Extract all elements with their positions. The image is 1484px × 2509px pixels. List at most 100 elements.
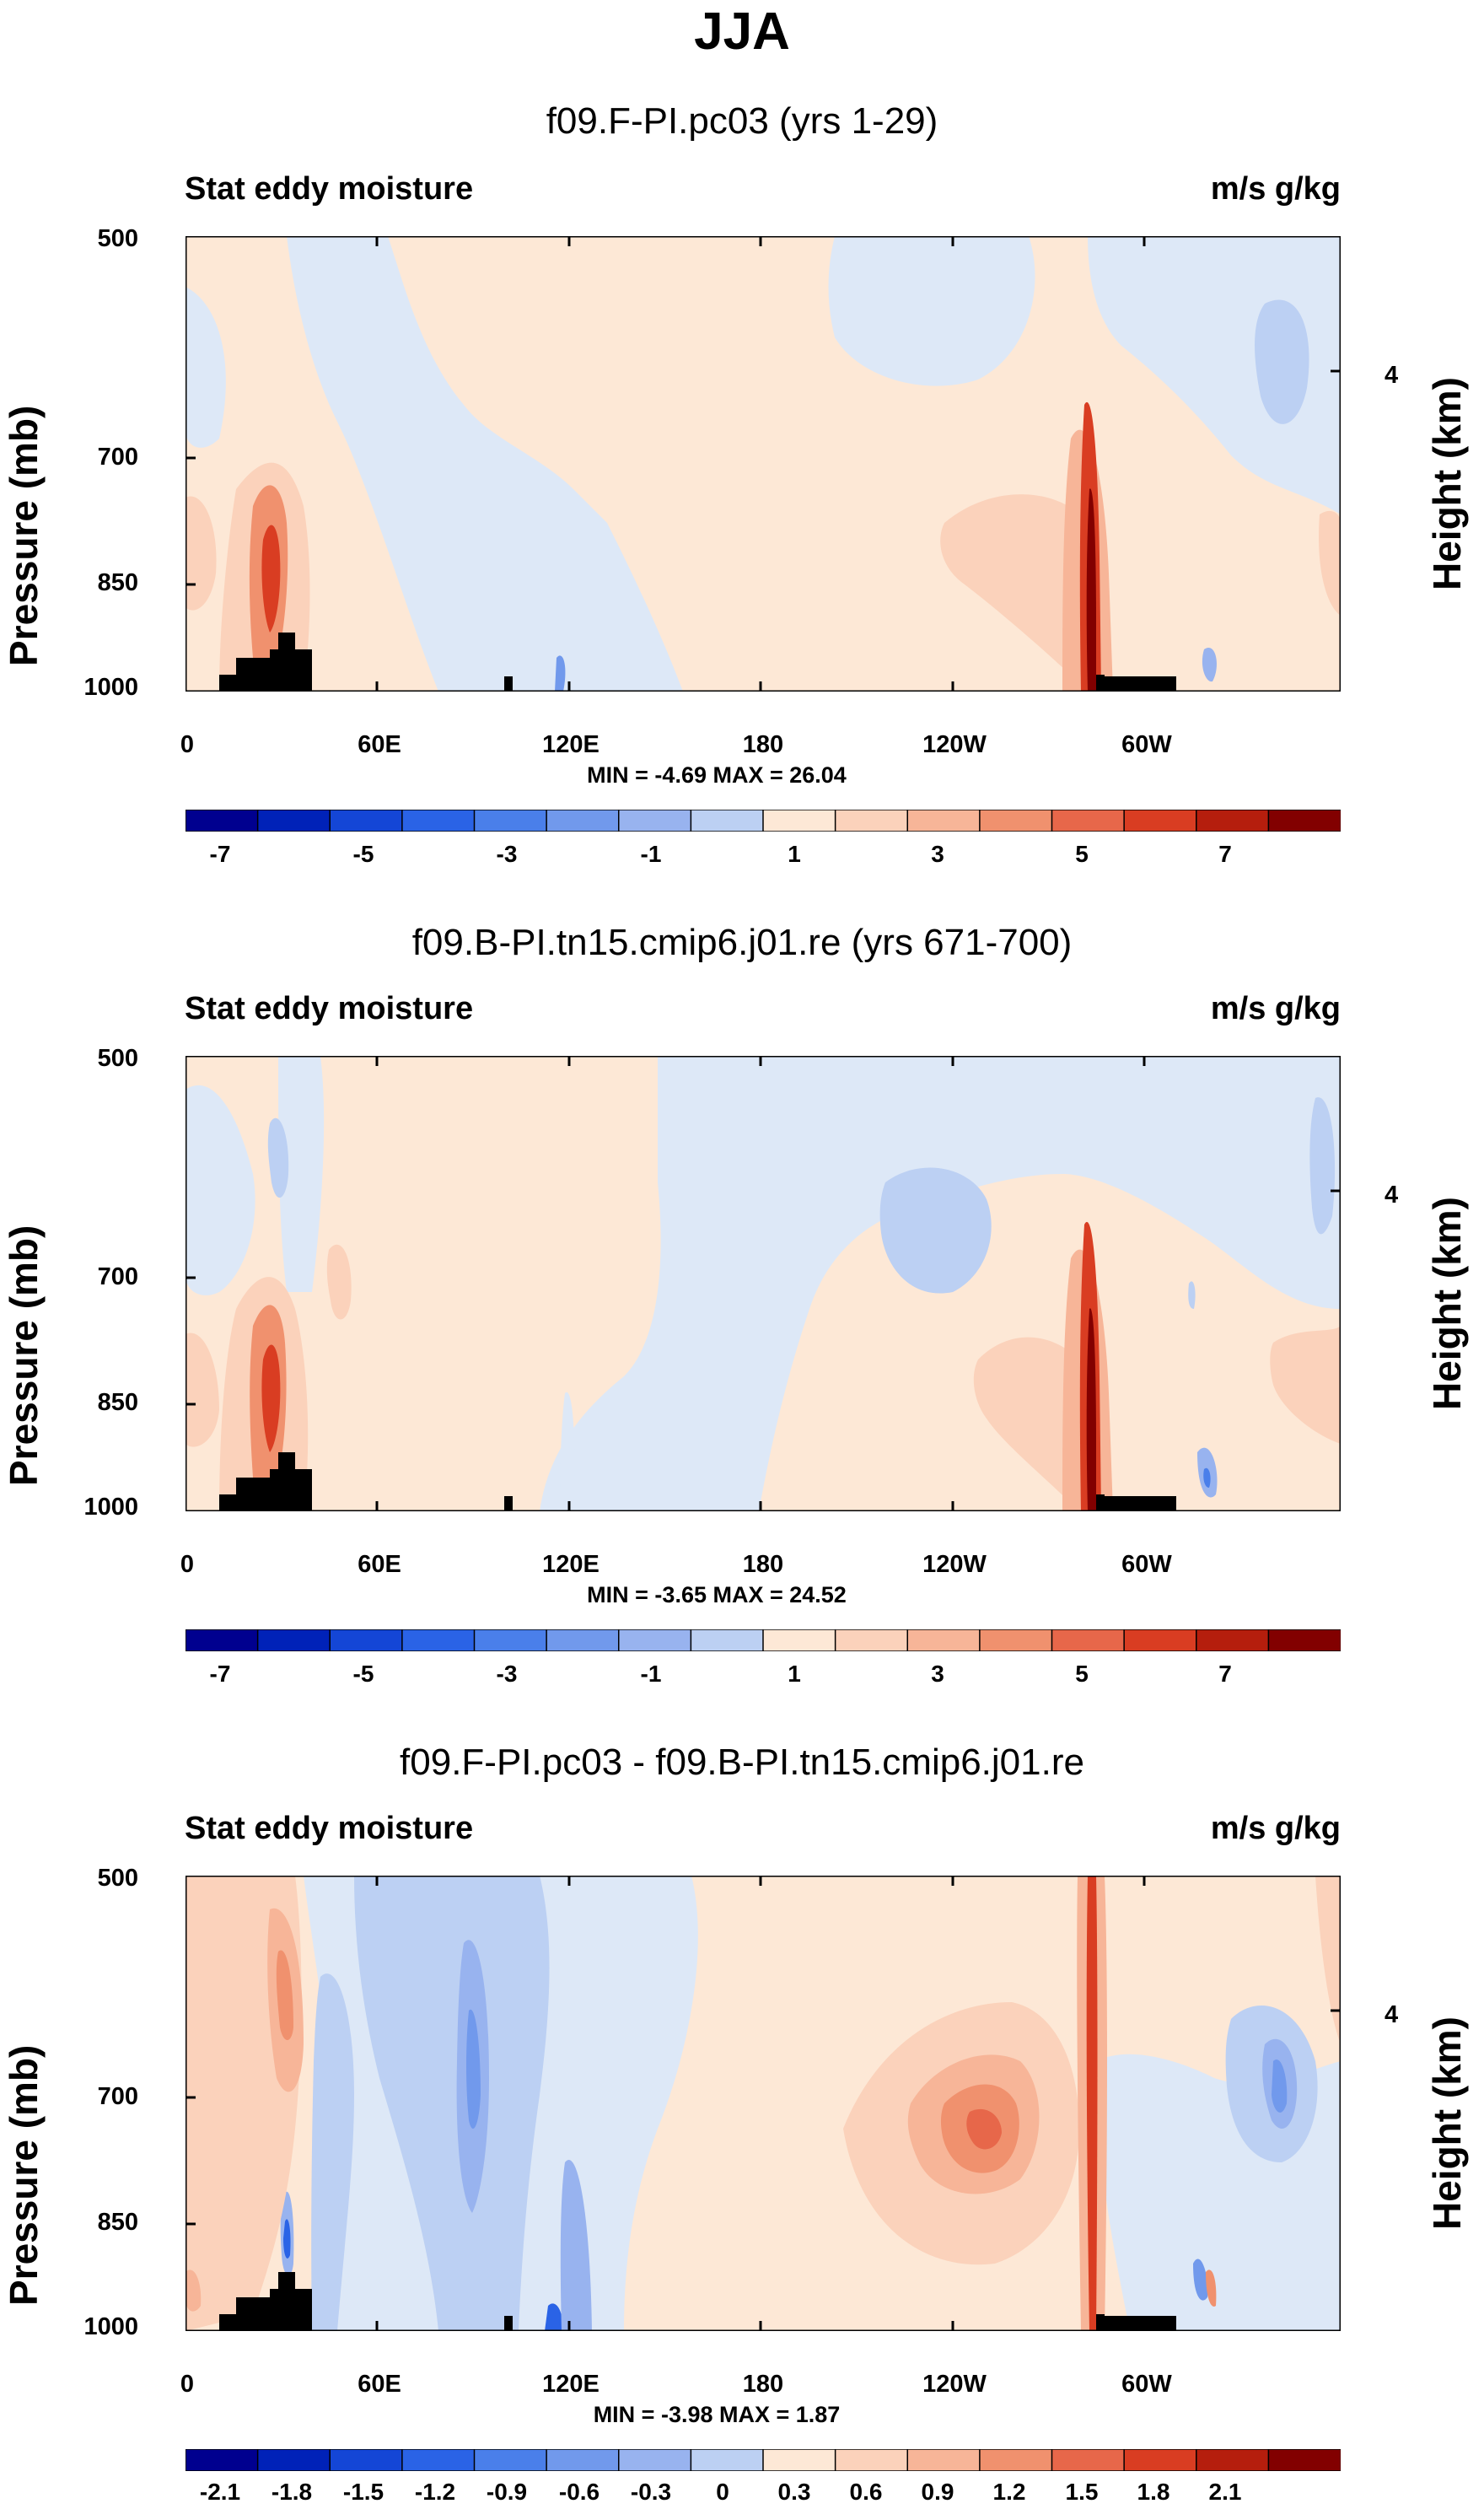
panel-1-colorbar-swatch: [979, 810, 1053, 832]
panel-3-cb-label: 2.1: [1208, 2479, 1242, 2505]
panel-3-contour-neg-east-core: [1272, 2059, 1288, 2113]
panel-2-cb-label: -3: [496, 1661, 518, 1687]
panel-2-colorbar-swatch: [186, 1629, 259, 1651]
panel-1-cb-label: -5: [352, 841, 374, 867]
panel-2-colorbar-swatch: [618, 1629, 692, 1651]
panel-2-contour-neg-andes-core: [1203, 1467, 1211, 1488]
panel-3-cb-label: 1.8: [1137, 2479, 1170, 2505]
panel-1-colorbar-swatch: [1123, 810, 1198, 832]
panel-2-cb-label: 5: [1075, 1661, 1089, 1687]
panel-3-contour-neg-indian-2: [354, 1876, 550, 2331]
panel-1-contour-neg-core-east: [1255, 299, 1309, 424]
panel-1-ytick-1000: 1000: [83, 674, 138, 701]
panel-1-contour-neg-pacific-high: [828, 236, 1035, 386]
panel-1-colorbar-swatch: [1267, 810, 1341, 832]
panel-3-ytick-500: 500: [97, 1865, 138, 1892]
panel-2-colorbar: [186, 1629, 1341, 1651]
panel-3-topography-small: [504, 2316, 513, 2331]
panel-2-tick-marks: [186, 1056, 1341, 1511]
panel-3-minmax: MIN = -3.98 MAX = 1.87: [593, 2402, 841, 2427]
panel-3-cb-label: -0.9: [486, 2479, 528, 2505]
panel-3-cb-label: -1.2: [414, 2479, 456, 2505]
panel-1-colorbar-swatch: [256, 810, 331, 832]
panel-1-cb-label: -3: [496, 841, 518, 867]
panel-3-ytick-700: 700: [97, 2083, 138, 2110]
panel-2-minmax: MIN = -3.65 MAX = 24.52: [587, 1582, 847, 1607]
panel-3-colorbar-swatch: [979, 2449, 1053, 2471]
panel-2-contour-neg-indian-core: [267, 1117, 289, 1198]
panel-3-colorbar-swatch: [1051, 2449, 1126, 2471]
panel-2-colorbar-swatch: [906, 1629, 981, 1651]
panel-3-cb-label: 1.2: [992, 2479, 1026, 2505]
panel-3-colorbar-swatch: [186, 2449, 259, 2471]
panel-2-contour-pos-tibet-3: [261, 1344, 281, 1452]
panel-2-contour-neg-indian: [278, 1056, 325, 1292]
panel-3-colorbar-swatch: [1123, 2449, 1198, 2471]
panel-2-cb-label: 1: [788, 1661, 801, 1687]
panel-2-colorbar-swatch: [329, 1629, 404, 1651]
panel-1-contour-neg-andes: [1202, 648, 1217, 682]
panel-3-cb-label: -0.6: [558, 2479, 600, 2505]
panel-2-contour-plot: [186, 1056, 1341, 1511]
panel-1-xtick-120e: 120E: [542, 731, 600, 758]
panel-3-colorbar-swatch: [1267, 2449, 1341, 2471]
panel-2-contour-pos-andes-peak: [1086, 1308, 1096, 1511]
panel-3-cb-label: -0.3: [630, 2479, 672, 2505]
panel-2-cb-label: -7: [209, 1661, 231, 1687]
panel-3-colorbar-swatch: [256, 2449, 331, 2471]
panel-1-contour-pos-pacific: [940, 494, 1088, 692]
panel-2-contour-pos-west: [186, 1333, 219, 1447]
panel-2-ytick-1000: 1000: [83, 1494, 138, 1521]
panel-1-colorbar-swatch: [690, 810, 765, 832]
panel-2-contour-pos-pacific: [973, 1337, 1079, 1511]
panel-3-contour-pos-east-small: [1206, 2269, 1217, 2307]
panel-1-title: f09.F-PI.pc03 (yrs 1-29): [546, 100, 938, 142]
panel-1-colorbar-swatch: [473, 810, 548, 832]
panel-2-ytick-850: 850: [97, 1389, 138, 1416]
panel-1-tick-marks: [186, 236, 1341, 692]
panel-1-colorbar-swatch: [186, 810, 259, 832]
panel-3-colorbar-swatch: [762, 2449, 836, 2471]
panel-2-colorbar-swatch: [1051, 1629, 1126, 1651]
panel-1-colorbar-swatches: [186, 810, 1341, 832]
panel-3-colorbar-swatch: [401, 2449, 476, 2471]
panel-3-variable-label: Stat eddy moisture: [185, 1811, 474, 1846]
panel-3-contour-pos-far-east: [1315, 1876, 1341, 2044]
panel-2-xtick-60w: 60W: [1121, 1551, 1172, 1578]
panel-2-contour-neg-central: [540, 1056, 1341, 1511]
panel-2-cb-label: 3: [931, 1661, 944, 1687]
panel-2-contour-neg-east-small: [1188, 1281, 1196, 1309]
panel-3-colorbar-swatches: [186, 2449, 1341, 2471]
panel-1-cb-label: 7: [1218, 841, 1232, 867]
panel-2-topography-asia: [219, 1452, 312, 1511]
panel-1-contour-neg-small: [555, 655, 566, 692]
panel-1-cb-label: 1: [788, 841, 801, 867]
panel-1-xtick-60e: 60E: [358, 731, 401, 758]
panel-3-colorbar-swatch: [329, 2449, 404, 2471]
panel-3-contour-neg-west-band: [311, 1973, 354, 2331]
panel-1-topography-small: [504, 676, 513, 692]
panel-2-topography-rockies: [1096, 1494, 1176, 1511]
panel-1-colorbar: [186, 810, 1341, 832]
panel-2-ytick-500: 500: [97, 1045, 138, 1072]
panel-3-colorbar-swatch: [473, 2449, 548, 2471]
panel-1-cb-label: -1: [640, 841, 662, 867]
panel-2-xtick-0: 0: [180, 1551, 195, 1578]
panel-1-cb-label: 3: [931, 841, 944, 867]
panel-1-variable-label: Stat eddy moisture: [185, 171, 474, 207]
panel-3-colorbar-swatch: [546, 2449, 621, 2471]
panel-1-colorbar-swatch: [834, 810, 909, 832]
panel-2-title: f09.B-PI.tn15.cmip6.j01.re (yrs 671-700): [411, 922, 1073, 963]
panel-1-colorbar-swatch: [546, 810, 621, 832]
panel-3-colorbar-swatch: [834, 2449, 909, 2471]
panel-2-height-tick: 4: [1385, 1182, 1399, 1209]
panel-2-colorbar-swatch: [401, 1629, 476, 1651]
panel-1-ytick-850: 850: [97, 569, 138, 596]
panel-2-variable-label: Stat eddy moisture: [185, 991, 474, 1026]
panel-3-contour-plot: [186, 1876, 1341, 2331]
panel-3-ytick-850: 850: [97, 2209, 138, 2236]
panel-3-cb-label: 0.6: [849, 2479, 883, 2505]
panel-3-title: f09.F-PI.pc03 - f09.B-PI.tn15.cmip6.j01.…: [400, 1742, 1084, 1783]
panel-3-colorbar-swatch: [690, 2449, 765, 2471]
panel-3-topography-rockies: [1096, 2314, 1176, 2331]
